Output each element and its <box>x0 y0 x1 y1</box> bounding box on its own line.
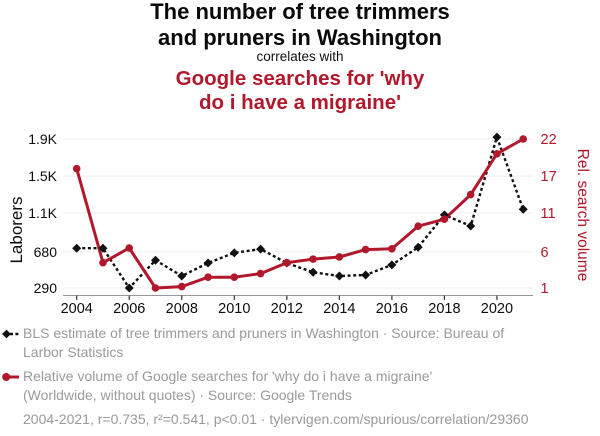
subtitle-line-2: do i have a migraine' <box>199 91 401 114</box>
diamond-marker <box>387 260 397 270</box>
diamond-marker <box>256 244 266 254</box>
x-tick-label: 2016 <box>376 301 408 317</box>
right-tick-label: 1 <box>541 281 549 297</box>
circle-marker <box>230 273 239 281</box>
diamond-marker <box>492 132 502 142</box>
circle-marker <box>440 215 449 224</box>
circle-marker <box>309 255 317 263</box>
x-tick-label: 2012 <box>271 301 303 317</box>
x-tick-label: 2014 <box>323 301 355 317</box>
diamond-marker <box>177 271 187 281</box>
diamond-marker <box>203 258 213 268</box>
legend-google-line-2: (Worldwide, without quotes) · Source: Go… <box>23 387 352 403</box>
right-axis-title: Rel. search volume <box>574 149 591 282</box>
circle-marker <box>519 135 528 143</box>
right-tick-label: 11 <box>541 206 556 222</box>
x-axis: 2004 2006 2008 2010 2012 2014 2016 2018 2020 <box>61 295 533 317</box>
circle-marker <box>256 269 265 278</box>
left-tick-label: 680 <box>34 244 58 260</box>
left-tick-label: 1.5K <box>28 168 57 184</box>
circle-marker <box>204 273 212 281</box>
circle-marker <box>493 150 501 158</box>
google-series-markers <box>72 135 528 292</box>
title-line-1: The number of tree trimmers <box>150 0 450 24</box>
gridlines <box>63 138 533 289</box>
circle-marker <box>72 164 81 173</box>
legend-entry-bls-text: BLS estimate of tree trimmers and pruner… <box>23 324 504 362</box>
circle-marker <box>125 244 134 252</box>
circle-marker <box>177 282 186 291</box>
left-axis-title: Laborers <box>7 196 26 263</box>
diamond-marker <box>466 221 476 231</box>
x-tick-label: 2004 <box>61 301 93 317</box>
circle-marker <box>151 284 160 292</box>
diamond-marker <box>308 267 318 277</box>
x-tick-label: 2008 <box>166 301 198 317</box>
legend-entry-google: Relative volume of Google searches for '… <box>2 367 598 405</box>
x-tick-label: 2010 <box>218 301 250 317</box>
diamond-marker <box>124 283 134 293</box>
circle-marker <box>361 245 370 254</box>
page-subtitle: Google searches for 'why do i have a mig… <box>0 67 600 115</box>
legend-bls-line-2: Larbor Statistics <box>23 344 124 360</box>
circle-marker <box>99 258 107 267</box>
left-tick-label: 1.1K <box>28 205 57 221</box>
right-axis-labels: 1 6 11 17 22 Rel. search volume <box>541 132 592 297</box>
black-diamond-dashed-line-icon <box>2 329 19 339</box>
left-axis-labels: 290 680 1.1K 1.5K 1.9K Laborers <box>7 131 58 296</box>
x-tick-label: 2018 <box>428 301 460 317</box>
diamond-marker <box>98 243 108 253</box>
page-title: The number of tree trimmers and pruners … <box>0 0 600 51</box>
correlates-with-label: correlates with <box>256 49 344 64</box>
left-tick-label: 290 <box>34 280 58 296</box>
legend-entry-bls: BLS estimate of tree trimmers and pruner… <box>2 324 598 362</box>
diamond-marker <box>229 248 239 258</box>
legend-google-line-1: Relative volume of Google searches for '… <box>23 368 433 384</box>
circle-marker <box>414 222 422 231</box>
right-tick-label: 22 <box>541 132 557 148</box>
red-circle-solid-line-icon <box>2 373 19 381</box>
circle-marker <box>388 244 396 253</box>
circle-marker <box>335 253 344 261</box>
x-tick-label: 2006 <box>113 301 145 317</box>
circle-marker <box>283 258 291 267</box>
google-series-line <box>75 137 525 290</box>
legend-bls-line-1: BLS estimate of tree trimmers and pruner… <box>23 325 505 341</box>
left-tick-label: 1.9K <box>28 131 57 147</box>
diamond-marker <box>413 242 423 252</box>
legend-entry-google-text: Relative volume of Google searches for '… <box>23 367 432 405</box>
diamond-marker <box>334 271 344 281</box>
diamond-marker <box>150 255 160 265</box>
diamond-marker <box>72 243 82 253</box>
x-tick-label: 2020 <box>481 301 513 317</box>
subtitle-line-1: Google searches for 'why <box>175 67 425 90</box>
right-tick-label: 17 <box>541 169 557 185</box>
right-tick-label: 6 <box>541 245 549 261</box>
circle-marker <box>466 190 475 199</box>
diamond-marker <box>361 270 371 280</box>
title-line-2: and pruners in Washington <box>158 25 442 50</box>
chart-legend: BLS estimate of tree trimmers and pruner… <box>2 324 598 429</box>
diamond-marker <box>518 204 528 214</box>
stats-footnote: 2004-2021, r=0.735, r²=0.541, p<0.01 · t… <box>23 411 529 427</box>
